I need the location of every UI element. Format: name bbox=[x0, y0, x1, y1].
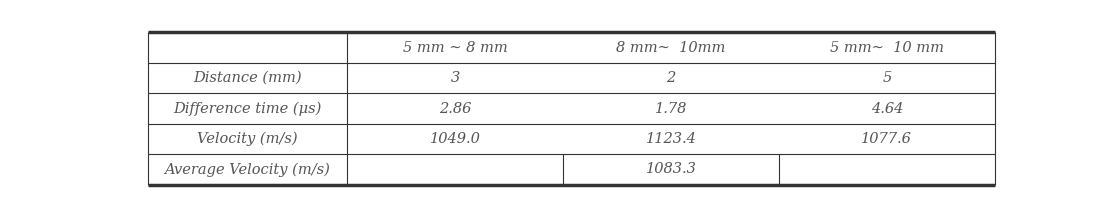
Text: 8 mm∼  10mm: 8 mm∼ 10mm bbox=[617, 41, 726, 55]
Text: 5: 5 bbox=[882, 71, 892, 85]
Text: Difference time (μs): Difference time (μs) bbox=[173, 101, 322, 116]
Text: 1077.6: 1077.6 bbox=[862, 132, 912, 146]
Text: 1.78: 1.78 bbox=[655, 101, 687, 116]
Text: 3: 3 bbox=[450, 71, 459, 85]
Text: Distance (mm): Distance (mm) bbox=[193, 71, 302, 85]
Text: Average Velocity (m/s): Average Velocity (m/s) bbox=[165, 162, 330, 177]
Text: 2: 2 bbox=[667, 71, 676, 85]
Text: 2.86: 2.86 bbox=[439, 101, 472, 116]
Text: 1083.3: 1083.3 bbox=[646, 163, 697, 177]
Text: 5 mm∼  10 mm: 5 mm∼ 10 mm bbox=[830, 41, 944, 55]
Text: 4.64: 4.64 bbox=[871, 101, 903, 116]
Text: 1049.0: 1049.0 bbox=[429, 132, 481, 146]
Text: 5 mm ∼ 8 mm: 5 mm ∼ 8 mm bbox=[403, 41, 507, 55]
Text: Velocity (m/s): Velocity (m/s) bbox=[197, 132, 298, 146]
Text: 1123.4: 1123.4 bbox=[646, 132, 697, 146]
